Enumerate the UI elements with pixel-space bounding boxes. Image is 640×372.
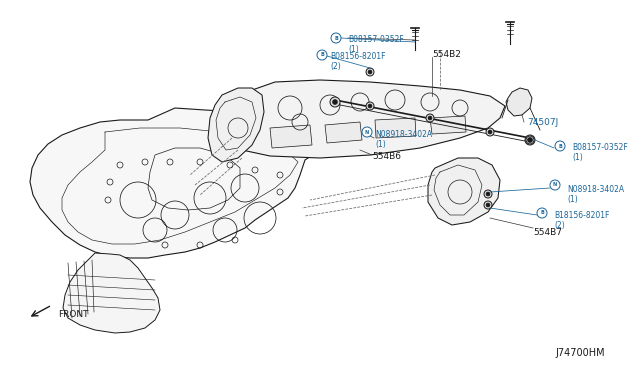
Circle shape [526,136,534,144]
Circle shape [331,33,341,43]
Circle shape [484,190,492,198]
Text: B08157-0352F
(1): B08157-0352F (1) [348,35,404,54]
Circle shape [527,138,532,142]
Text: N: N [553,183,557,187]
Circle shape [366,102,374,110]
Circle shape [525,135,535,145]
Circle shape [426,114,434,122]
Text: 74507J: 74507J [527,118,558,127]
Circle shape [330,97,340,107]
Circle shape [362,127,372,137]
Text: B: B [540,211,544,215]
Circle shape [550,180,560,190]
Text: J74700HM: J74700HM [555,348,605,358]
Text: N08918-3402A
(1): N08918-3402A (1) [375,130,432,150]
Polygon shape [63,253,160,333]
Circle shape [368,104,372,108]
Polygon shape [325,122,362,143]
Circle shape [486,192,490,196]
Text: B: B [558,144,562,148]
Text: N08918-3402A
(1): N08918-3402A (1) [567,185,624,204]
Circle shape [537,208,547,218]
Circle shape [488,130,492,134]
Text: 554B2: 554B2 [432,50,461,59]
Text: B: B [320,52,324,58]
Text: N: N [365,129,369,135]
Circle shape [484,201,492,209]
Text: 554B6: 554B6 [372,152,401,161]
Polygon shape [228,80,505,158]
Text: B: B [334,35,338,41]
Text: B08156-8201F
(2): B08156-8201F (2) [330,52,385,71]
Circle shape [368,70,372,74]
Text: FRONT: FRONT [58,310,88,319]
Text: B18156-8201F
(2): B18156-8201F (2) [554,211,609,230]
Polygon shape [270,125,312,148]
Circle shape [317,50,327,60]
Circle shape [486,128,494,136]
Text: B08157-0352F
(1): B08157-0352F (1) [572,143,628,163]
Polygon shape [375,118,416,138]
Polygon shape [208,88,264,162]
Polygon shape [430,116,466,134]
Circle shape [366,68,374,76]
Circle shape [555,141,565,151]
Circle shape [333,99,337,105]
Polygon shape [506,88,532,116]
Polygon shape [30,108,330,258]
Polygon shape [428,158,500,225]
Text: 554B7: 554B7 [533,228,562,237]
Circle shape [528,138,532,142]
Circle shape [428,116,432,120]
Circle shape [486,203,490,207]
